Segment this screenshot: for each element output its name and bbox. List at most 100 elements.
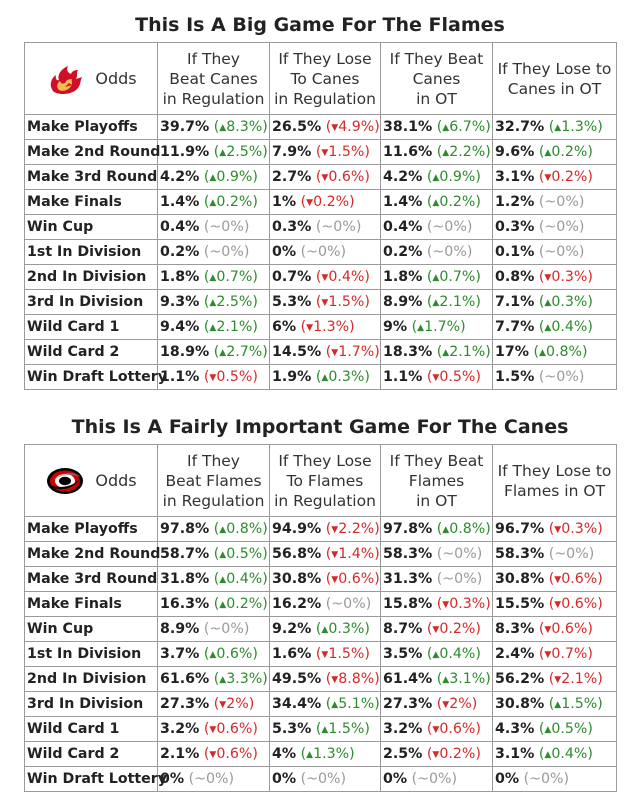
- arrow-up-icon: ▲: [219, 575, 227, 585]
- arrow-down-icon: ▼: [554, 675, 562, 685]
- odds-change: (▼0.6%): [199, 721, 258, 737]
- odds-label: Odds: [95, 470, 137, 490]
- odds-change-value: 0.4%: [551, 746, 588, 762]
- odds-change: (▲0.2%): [209, 596, 268, 612]
- arrow-down-icon: ▼: [544, 650, 552, 660]
- odds-cell: 4% (▲1.3%): [269, 741, 381, 767]
- odds-change-value: 0.2%: [439, 746, 476, 762]
- odds-cell: 1.4% (▲0.2%): [157, 189, 270, 215]
- odds-change-value: 5.1%: [338, 696, 375, 712]
- odds-value: 2.5%: [383, 746, 423, 762]
- odds-change-value: 1.5%: [561, 696, 598, 712]
- arrow-up-icon: ▲: [331, 700, 339, 710]
- odds-cell: 15.5% (▼0.6%): [492, 591, 617, 617]
- odds-value: 34.4%: [272, 696, 322, 712]
- arrow-up-icon: ▲: [554, 700, 562, 710]
- table-row: 2nd In Division 61.6% (▲3.3%) 49.5% (▼8.8%…: [24, 666, 617, 692]
- arrow-up-icon: ▲: [544, 750, 552, 760]
- odds-change-value: 0.3%: [551, 269, 588, 285]
- table-row: 1st In Division 3.7% (▲0.6%) 1.6% (▼1.5%) 3…: [24, 641, 617, 667]
- table-row: Make 2nd Round 58.7% (▲0.5%) 56.8% (▼1.4%)…: [24, 541, 617, 567]
- odds-change: (~0%): [199, 244, 250, 260]
- odds-value: 7.9%: [272, 144, 312, 160]
- arrow-up-icon: ▲: [442, 348, 450, 358]
- odds-cell: 34.4% (▲5.1%): [269, 691, 381, 717]
- odds-cell: 0% (~0%): [492, 766, 617, 792]
- row-label: Make 2nd Round: [24, 139, 160, 165]
- table-row: Make 3rd Round 31.8% (▲0.4%) 30.8% (▼0.6%)…: [24, 566, 617, 592]
- odds-value: 0.8%: [495, 269, 535, 285]
- arrow-down-icon: ▼: [442, 700, 450, 710]
- odds-change: (▼1.5%): [311, 294, 370, 310]
- arrow-down-icon: ▼: [321, 148, 329, 158]
- arrow-down-icon: ▼: [544, 173, 552, 183]
- table-row: Make Finals 1.4% (▲0.2%) 1% (▼0.2%) 1.4% (▲…: [24, 189, 617, 215]
- arrow-down-icon: ▼: [432, 750, 440, 760]
- odds-change: (~0%): [422, 244, 473, 260]
- odds-value: 9.4%: [160, 319, 200, 335]
- odds-value: 2.1%: [160, 746, 200, 762]
- odds-value: 0%: [272, 244, 297, 260]
- odds-change: (▲0.9%): [422, 169, 481, 185]
- odds-change: (▼0.2%): [422, 621, 481, 637]
- odds-value: 8.7%: [383, 621, 423, 637]
- arrow-up-icon: ▲: [209, 173, 217, 183]
- odds-value: 30.8%: [495, 696, 545, 712]
- odds-change: (▲0.4%): [422, 646, 481, 662]
- odds-cell: 58.3% (~0%): [492, 541, 617, 567]
- table-row: Make Playoffs 97.8% (▲0.8%) 94.9% (▼2.2%) 9…: [24, 516, 617, 542]
- odds-cell: 5.3% (▲1.5%): [269, 716, 381, 742]
- row-label: 2nd In Division: [24, 264, 158, 290]
- odds-change-value: ~0%: [554, 546, 589, 562]
- odds-change: (~0%): [199, 219, 250, 235]
- odds-change-value: 0.6%: [561, 571, 598, 587]
- odds-change: (▲0.7%): [199, 269, 258, 285]
- table-row: Make 3rd Round 4.2% (▲0.9%) 2.7% (▼0.6%) 4.…: [24, 164, 617, 190]
- odds-value: 4.2%: [383, 169, 423, 185]
- odds-change: (▼0.2%): [422, 746, 481, 762]
- arrow-down-icon: ▼: [331, 675, 339, 685]
- odds-value: 30.8%: [495, 571, 545, 587]
- odds-value: 1%: [272, 194, 297, 210]
- arrow-down-icon: ▼: [442, 600, 450, 610]
- odds-cell: 1.1% (▼0.5%): [380, 364, 493, 390]
- odds-change-value: 0.2%: [439, 194, 476, 210]
- odds-change: (~0%): [422, 219, 473, 235]
- odds-table: Odds If They Beat Flames in Regulation I…: [24, 444, 617, 792]
- odds-value: 1.6%: [272, 646, 312, 662]
- odds-value: 16.3%: [160, 596, 210, 612]
- row-label: 1st In Division: [24, 239, 158, 265]
- odds-change: (▼2.2%): [321, 521, 380, 537]
- odds-change-value: 0.2%: [551, 144, 588, 160]
- arrow-up-icon: ▲: [544, 148, 552, 158]
- arrow-down-icon: ▼: [554, 575, 562, 585]
- table-row: Make 2nd Round 11.9% (▲2.5%) 7.9% (▼1.5%) 1…: [24, 139, 617, 165]
- odds-value: 39.7%: [160, 119, 210, 135]
- odds-change: (▼0.3%): [432, 596, 491, 612]
- odds-change: (▼1.5%): [311, 144, 370, 160]
- odds-cell: 1.2% (~0%): [492, 189, 617, 215]
- odds-change-value: 1.5%: [328, 294, 365, 310]
- arrow-up-icon: ▲: [321, 625, 329, 635]
- odds-change-value: ~0%: [544, 194, 579, 210]
- table-row: Make Playoffs 39.7% (▲8.3%) 26.5% (▼4.9%) 3…: [24, 114, 617, 140]
- arrow-up-icon: ▲: [544, 298, 552, 308]
- odds-change: (▼1.4%): [321, 546, 380, 562]
- odds-cell: 9.6% (▲0.2%): [492, 139, 617, 165]
- odds-change: (▼0.5%): [199, 369, 258, 385]
- arrow-up-icon: ▲: [306, 750, 314, 760]
- odds-cell: 5.3% (▼1.5%): [269, 289, 381, 315]
- arrow-down-icon: ▼: [432, 373, 440, 383]
- table-body: Make Playoffs 97.8% (▲0.8%) 94.9% (▼2.2%) 9…: [24, 516, 617, 792]
- odds-change: (~0%): [432, 546, 483, 562]
- odds-value: 27.3%: [160, 696, 210, 712]
- odds-cell: 9% (▲1.7%): [380, 314, 493, 340]
- table-row: 2nd In Division 1.8% (▲0.7%) 0.7% (▼0.4%) 1…: [24, 264, 617, 290]
- odds-cell: 58.7% (▲0.5%): [157, 541, 270, 567]
- odds-value: 1.2%: [495, 194, 535, 210]
- odds-change-value: 2.2%: [449, 144, 486, 160]
- odds-change-value: ~0%: [209, 219, 244, 235]
- odds-cell: 31.8% (▲0.4%): [157, 566, 270, 592]
- odds-change-value: 0.4%: [226, 571, 263, 587]
- row-label: Make Finals: [24, 189, 158, 215]
